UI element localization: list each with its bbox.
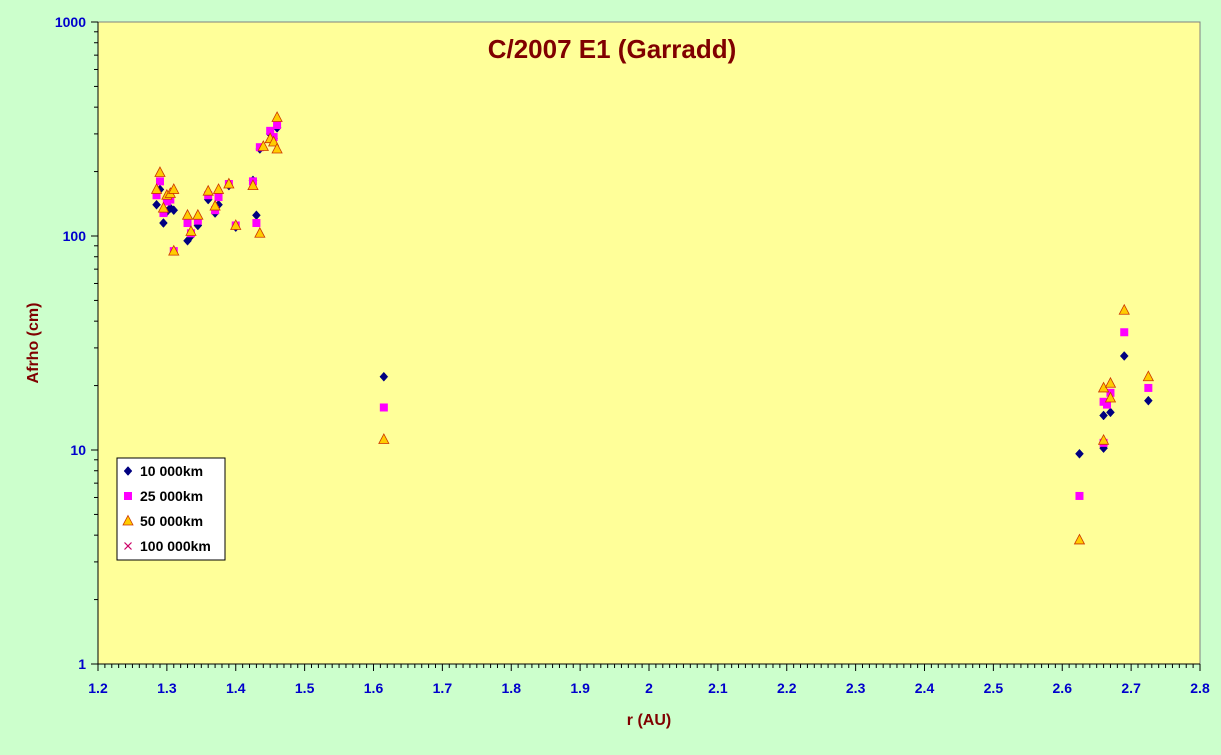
- y-axis-title: Afrho (cm): [25, 303, 42, 384]
- data-point-series-1: [1099, 410, 1108, 421]
- data-point-series-3: [202, 184, 214, 196]
- data-point-series-3: [247, 179, 259, 190]
- data-point-series-3: [1073, 533, 1086, 545]
- data-point-series-3: [168, 183, 180, 194]
- legend-label-2: 25 000km: [140, 488, 203, 504]
- x-tick-label: 2: [645, 680, 653, 696]
- data-point-series-2: [183, 219, 192, 228]
- data-point-series-1: [169, 205, 179, 216]
- data-point-series-3: [267, 135, 280, 147]
- legend-marker-4: [124, 542, 132, 550]
- data-point-series-3: [1104, 391, 1117, 403]
- data-point-series-3: [1097, 433, 1110, 445]
- legend-label-4: 100 000km: [140, 538, 211, 554]
- axes: 1.2 1.3 1.4 1.5 1.6 1.7 1.8 1.9 2 2.1 2.2 2.3 2.4 2.5…: [55, 14, 1210, 696]
- x-tick-label: 2.5: [984, 680, 1004, 696]
- data-point-series-2: [1075, 491, 1084, 500]
- x-tick-label: 1.9: [570, 680, 590, 696]
- x-tick-label: 1.7: [433, 680, 453, 696]
- y-tick-label: 10: [70, 442, 86, 458]
- data-point-series-3: [271, 111, 283, 122]
- data-point-series-2: [266, 126, 275, 135]
- y-tick-label: 1000: [55, 14, 86, 30]
- plot-area: [97, 21, 1201, 665]
- data-point-series-2: [1144, 383, 1153, 392]
- data-point-series-2: [193, 216, 202, 225]
- data-point-series-3: [223, 177, 235, 189]
- y-tick-label: 1: [78, 656, 86, 672]
- data-point-series-2: [379, 403, 388, 412]
- legend-label-1: 10 000km: [140, 463, 203, 479]
- legend-marker-1: [123, 466, 133, 476]
- data-point-series-3: [209, 199, 221, 211]
- x-tick-label: 2.1: [708, 680, 728, 696]
- data-point-series-3: [212, 183, 225, 194]
- data-point-series-3: [150, 183, 163, 194]
- data-point-series-3: [1118, 303, 1130, 315]
- legend-label-3: 50 000km: [140, 513, 203, 529]
- data-point-series-1: [152, 199, 161, 210]
- data-point-series-2: [152, 191, 161, 200]
- x-tick-label: 2.2: [777, 680, 797, 696]
- legend-marker-2: [124, 492, 132, 500]
- data-point-series-3: [168, 244, 180, 256]
- data-point-series-3: [181, 208, 194, 220]
- data-point-series-2: [1120, 328, 1129, 337]
- y-tick-label: 100: [63, 228, 87, 244]
- x-mark-stroke: [124, 542, 132, 550]
- data-point-series-2: [155, 177, 164, 186]
- data-point-series-3: [157, 201, 170, 213]
- data-point-series-1: [379, 371, 389, 382]
- x-tick-label: 2.8: [1190, 680, 1210, 696]
- x-tick-label: 2.6: [1053, 680, 1073, 696]
- x-tick-label: 1.8: [502, 680, 522, 696]
- legend: 10 000km 25 000km 50 000km 100 000km: [116, 457, 226, 561]
- chart-title: C/2007 E1 (Garradd): [488, 34, 737, 64]
- data-point-series-3: [230, 219, 242, 230]
- data-point-series-2: [252, 219, 261, 228]
- x-tick-label: 2.7: [1121, 680, 1141, 696]
- data-point-series-3: [192, 208, 204, 220]
- x-tick-label: 1.3: [157, 680, 177, 696]
- data-point-series-3: [185, 225, 197, 236]
- data-point-series-3: [271, 142, 283, 154]
- data-point-series-1: [1075, 448, 1084, 459]
- data-points: [150, 111, 1155, 545]
- x-tick-label: 2.3: [846, 680, 866, 696]
- x-axis-title: r (AU): [627, 712, 671, 729]
- data-point-series-1: [1144, 395, 1153, 406]
- x-tick-label: 2.4: [915, 680, 935, 696]
- data-point-series-1: [1119, 351, 1129, 361]
- data-point-series-3: [257, 140, 269, 151]
- data-point-series-2: [214, 193, 223, 202]
- data-point-series-1: [1106, 407, 1115, 418]
- data-point-series-2: [1103, 400, 1112, 409]
- data-point-series-2: [159, 209, 168, 218]
- x-tick-label: 1.4: [226, 680, 246, 696]
- x-tick-label: 1.2: [88, 680, 108, 696]
- data-point-series-1: [159, 218, 168, 228]
- data-point-series-3: [154, 166, 166, 177]
- data-point-series-3: [1104, 376, 1117, 388]
- x-tick-label: 1.5: [295, 680, 315, 696]
- x-tick-label: 1.6: [364, 680, 384, 696]
- legend-box: [116, 457, 226, 561]
- legend-marker-3: [122, 514, 134, 526]
- data-point-series-3: [1142, 370, 1155, 382]
- data-point-series-2: [273, 121, 282, 130]
- data-point-series-3: [378, 433, 390, 444]
- data-point-series-3: [254, 226, 266, 238]
